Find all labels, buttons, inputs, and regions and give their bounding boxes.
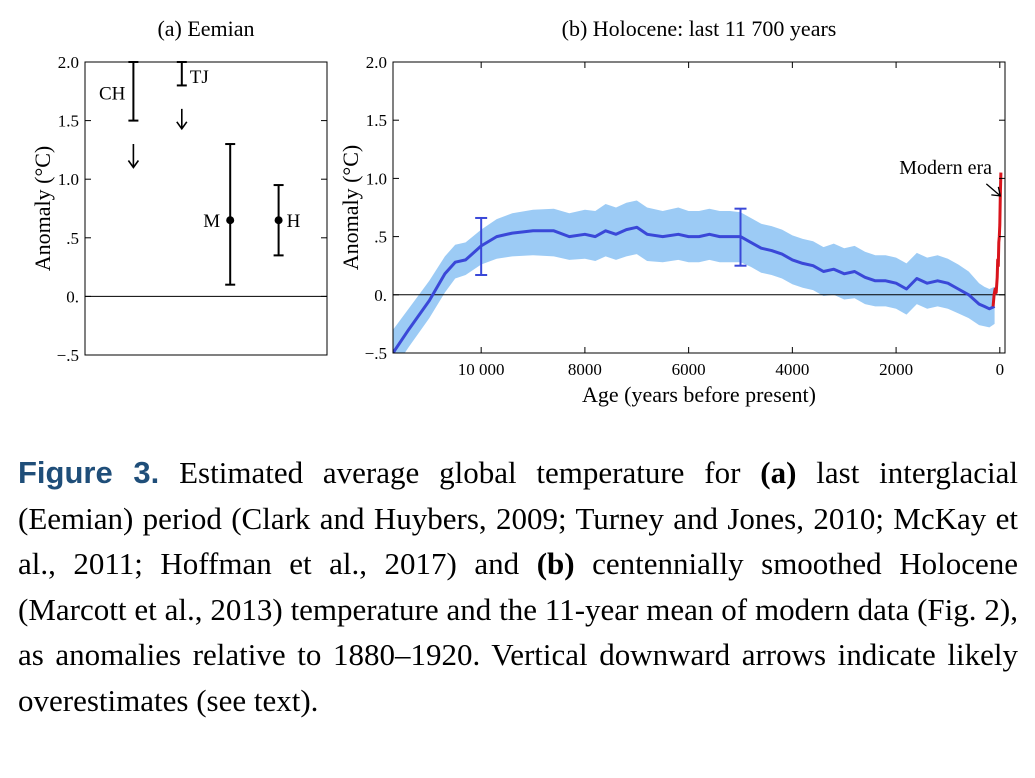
panel-b-ytick-label-4: 0. <box>374 286 387 305</box>
overestimate-arrow-tj <box>176 108 188 131</box>
caption-bold-a: (a) <box>760 455 797 490</box>
panel-b-xtick-label-1: 8000 <box>568 360 602 379</box>
series-label-ch: CH <box>99 84 126 105</box>
figure-caption: Figure 3. Estimated average global tempe… <box>18 450 1018 723</box>
caption-text-1: Estimated average global temperature for <box>159 455 761 490</box>
modern-era-annotation: Modern era <box>899 157 992 179</box>
caption-bold-b: (b) <box>536 546 575 581</box>
panel-a-ytick-label-2: 1.0 <box>58 170 79 189</box>
series-label-m: M <box>203 211 220 232</box>
panel-b-plot-area <box>393 172 1005 353</box>
panel-b-frame <box>392 61 1006 354</box>
panel-b-ytick-label-2: 1.0 <box>366 169 387 188</box>
modern-temperature-line <box>991 172 1003 307</box>
figure-3: (a) Eemian Anomaly (°C) 2.0 1.5 1.0 .5 0. −.5 CH… <box>30 16 1006 407</box>
panel-b-ytick-label-3: .5 <box>374 228 387 247</box>
panel-b-xtick-label-3: 4000 <box>775 360 809 379</box>
panel-b-ytick-label-0: 2.0 <box>366 53 387 72</box>
panel-b-xtick-label-5: 0 <box>996 360 1005 379</box>
panel-a-ytick-label-0: 2.0 <box>58 53 79 72</box>
panel-a-ylabel: Anomaly (°C) <box>30 146 55 272</box>
series-label-h: H <box>287 211 301 232</box>
caption-text-2: last interglacial (Eemian) period (Clark… <box>18 455 1018 581</box>
panel-b-xtick-label-2: 6000 <box>672 360 706 379</box>
series-label-tj: TJ <box>190 67 209 88</box>
panel-b-xtick-label-4: 2000 <box>879 360 913 379</box>
overestimate-arrow-ch <box>127 144 140 169</box>
caption-figure-label: Figure 3. <box>18 455 160 490</box>
caption-text-3: centennially smoothed Holocene (Marcott … <box>18 546 1018 718</box>
panel-b-xlabel: Age (years before present) <box>582 382 816 407</box>
panel-b-holocene-chart: (b) Holocene: last 11 700 years Age (year… <box>338 16 1006 407</box>
panel-b-ylabel: Anomaly (°C) <box>338 145 363 271</box>
panel-b-ytick-label-5: −.5 <box>365 344 387 363</box>
panel-a-ytick-label-5: −.5 <box>57 346 79 365</box>
panel-a-title: (a) Eemian <box>157 16 254 41</box>
panel-b-ytick-label-1: 1.5 <box>366 111 387 130</box>
panel-a-ytick-label-3: .5 <box>66 229 79 248</box>
panel-a-frame <box>84 61 328 356</box>
panel-b-xtick-label-0: 10 000 <box>458 360 505 379</box>
panel-b-title: (b) Holocene: last 11 700 years <box>562 16 837 41</box>
panel-a-ytick-label-1: 1.5 <box>58 112 79 131</box>
estimate-point-m <box>226 216 235 225</box>
panel-a-eemian-chart: (a) Eemian Anomaly (°C) 2.0 1.5 1.0 .5 0. −.5 CH… <box>30 16 328 365</box>
panel-a-ytick-label-4: 0. <box>66 287 79 306</box>
modern-era-arrow <box>985 183 1002 197</box>
holocene-uncertainty-band <box>393 200 995 353</box>
estimate-point-h <box>274 216 283 225</box>
